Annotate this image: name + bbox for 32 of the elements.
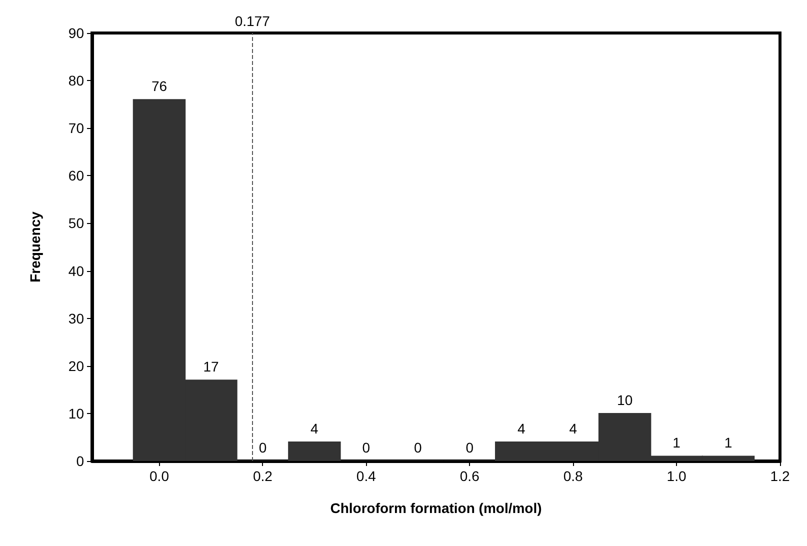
y-tick-label: 10 xyxy=(68,405,84,422)
data-label: 0 xyxy=(466,440,474,456)
y-tick-label: 40 xyxy=(68,262,84,279)
x-tick-label: 0.2 xyxy=(252,468,273,484)
x-axis-title: Chloroform formation (mol/mol) xyxy=(330,500,542,516)
data-label: 1 xyxy=(724,434,732,451)
data-label: 17 xyxy=(203,358,219,375)
ref-line-label: 0.177 xyxy=(234,13,270,29)
data-label: 0 xyxy=(414,440,422,456)
y-tick-label: 0 xyxy=(76,453,84,469)
data-label: 1 xyxy=(672,434,681,451)
y-tick-label: 90 xyxy=(68,25,84,41)
y-tick-label: 80 xyxy=(68,72,84,89)
data-label: 4 xyxy=(310,420,319,436)
data-label: 10 xyxy=(617,392,633,408)
x-tick-label: 0.6 xyxy=(460,468,480,484)
y-tick-label: 70 xyxy=(68,120,84,136)
data-label: 76 xyxy=(151,78,168,94)
y-axis-title: Frequency xyxy=(27,211,43,282)
x-tick-label: 0.8 xyxy=(563,468,584,484)
x-tick-label: 0.0 xyxy=(150,468,170,484)
data-label: 4 xyxy=(517,420,526,436)
y-tick-label: 30 xyxy=(68,310,84,326)
y-tick-label: 60 xyxy=(68,168,84,184)
data-label: 0 xyxy=(258,440,267,456)
data-label: 0 xyxy=(362,440,370,456)
y-tick-label: 20 xyxy=(68,358,84,374)
y-tick-label: 50 xyxy=(68,215,84,232)
x-tick-label: 1.2 xyxy=(770,468,790,484)
x-tick-label: 0.4 xyxy=(356,468,376,484)
data-label: 4 xyxy=(569,420,578,436)
x-tick-label: 1.0 xyxy=(666,468,686,484)
